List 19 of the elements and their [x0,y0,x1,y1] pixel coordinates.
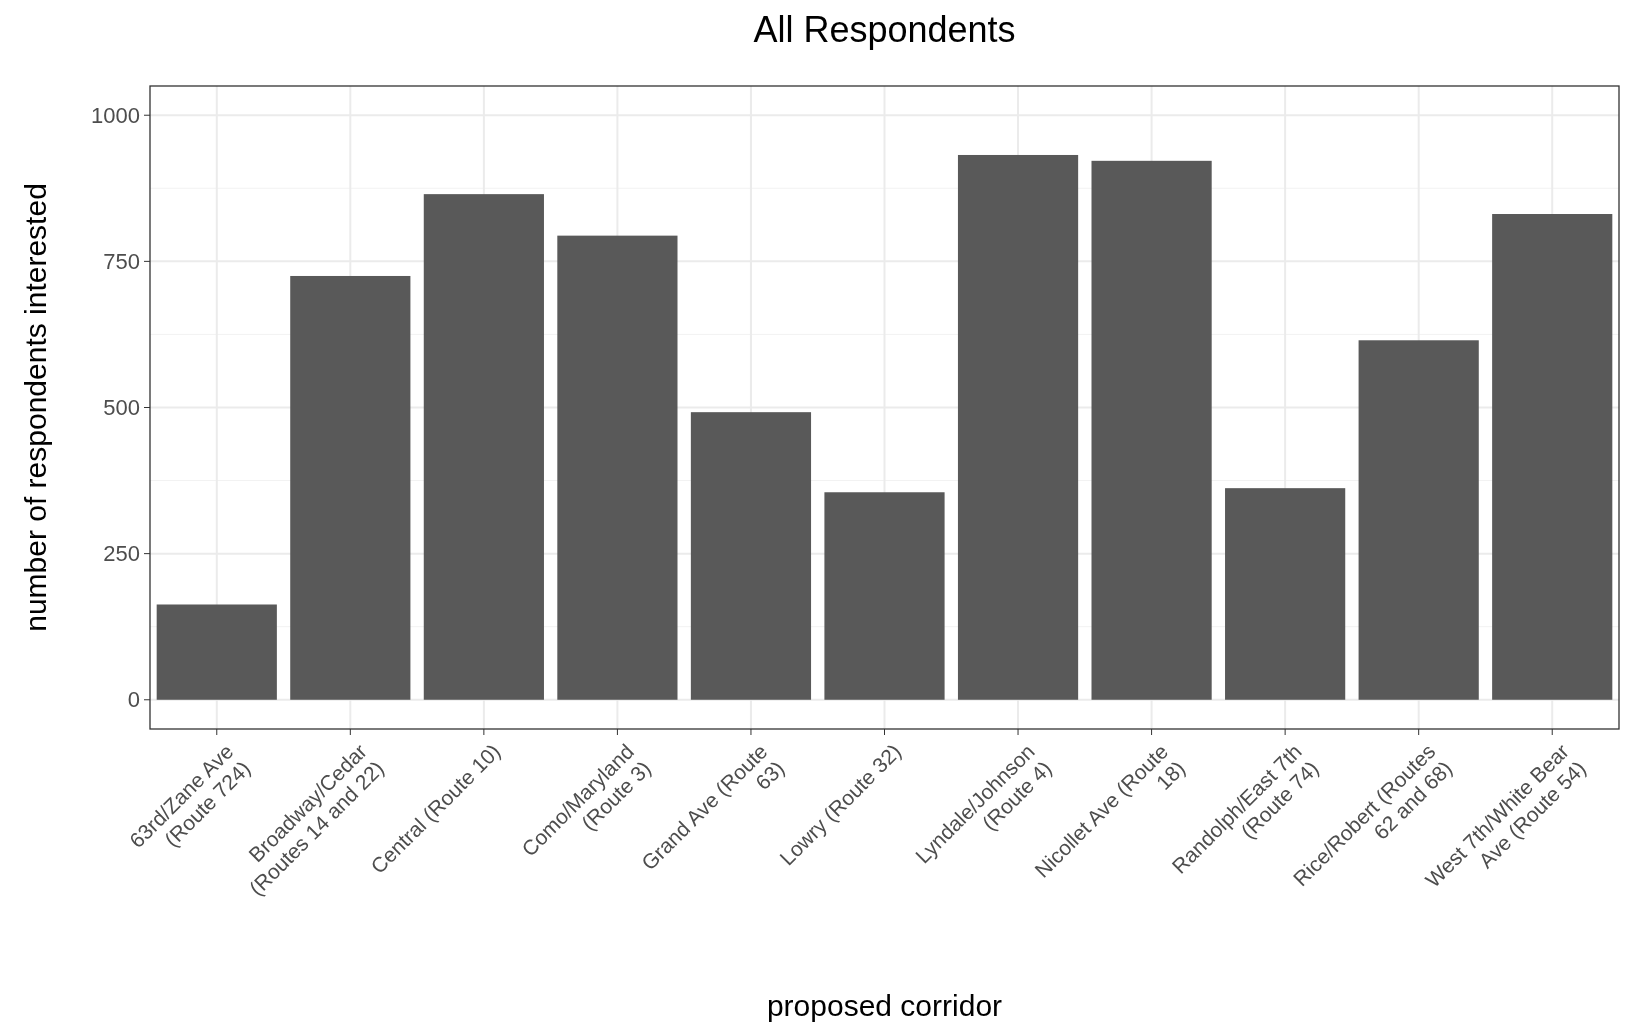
bar [1091,160,1212,700]
y-axis-title: number of respondents interested [19,183,52,632]
chart-title: All Respondents [753,9,1016,50]
bar [423,194,544,700]
bar [957,154,1079,700]
bar [1225,488,1346,700]
bar [290,275,411,700]
bar [690,412,812,700]
y-tick-label: 1000 [91,102,140,128]
y-tick-label: 500 [103,395,140,421]
bar [1358,340,1479,700]
bar [824,492,945,700]
y-tick-label: 750 [103,249,140,275]
bar [1492,214,1613,700]
bar [156,604,277,700]
x-axis-title: proposed corridor [766,989,1003,1022]
bar [557,235,678,700]
y-tick-label: 250 [103,541,140,567]
y-tick-label: 0 [127,687,140,713]
